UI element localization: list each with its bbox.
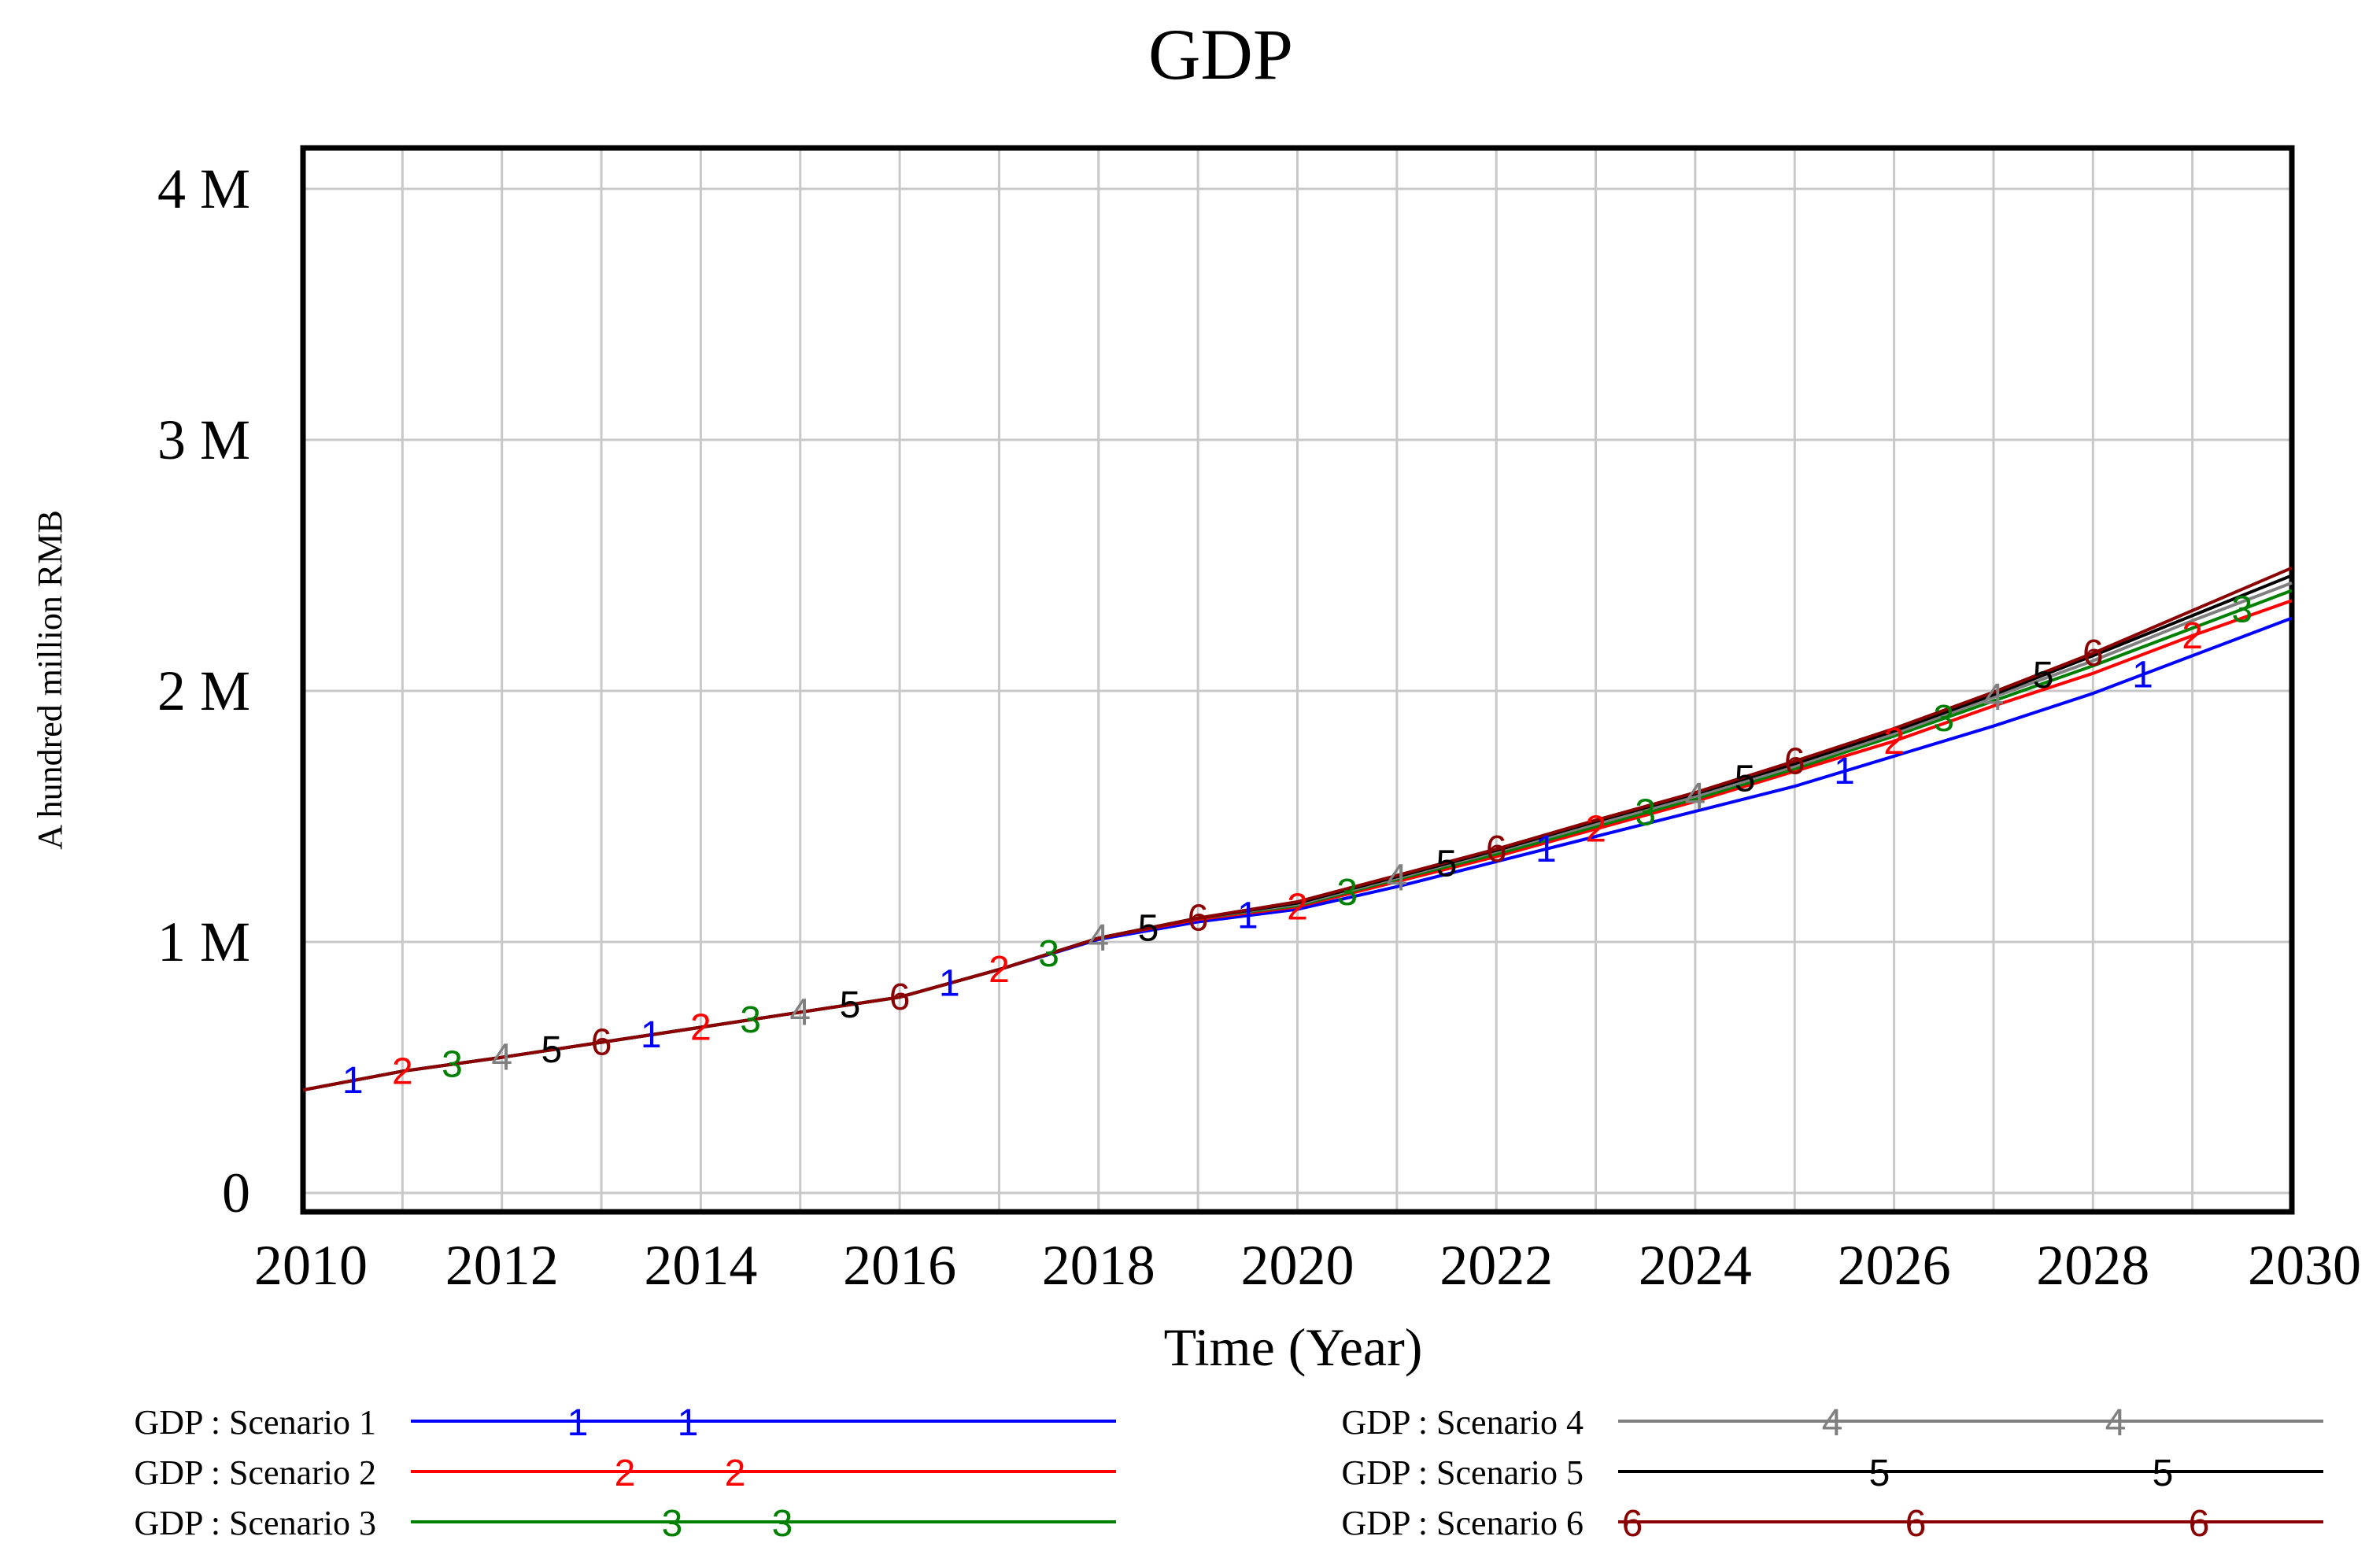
series-marker-5: 5 (2033, 655, 2054, 696)
legend-label-4: GDP : Scenario 4 (1341, 1403, 1584, 1442)
legend-marker-5: 5 (2153, 1453, 2174, 1494)
series-marker-6: 6 (1486, 829, 1507, 870)
legend-marker-6: 6 (1622, 1503, 1643, 1545)
series-marker-6: 6 (1188, 898, 1209, 940)
legend-marker-2: 2 (615, 1453, 636, 1494)
legend-label-3: GDP : Scenario 3 (134, 1504, 376, 1542)
legend-marker-6: 6 (2189, 1503, 2210, 1545)
series-marker-1: 1 (939, 963, 960, 1005)
legend-marker-3: 3 (662, 1503, 683, 1545)
series-marker-2: 2 (2182, 615, 2203, 657)
legend-label-5: GDP : Scenario 5 (1341, 1453, 1584, 1492)
series-marker-6: 6 (889, 977, 911, 1018)
series-marker-4: 4 (789, 991, 811, 1033)
legend-marker-1: 1 (567, 1402, 589, 1444)
series-marker-2: 2 (1883, 721, 1905, 763)
y-tick-label: 1 M (157, 910, 250, 973)
series-marker-3: 3 (442, 1044, 463, 1086)
y-tick-label: 0 (222, 1161, 250, 1224)
plot-frame (300, 145, 2295, 1215)
series-marker-1: 1 (1536, 829, 1557, 870)
series-marker-4: 4 (491, 1037, 512, 1079)
series-marker-5: 5 (1436, 843, 1458, 884)
series-marker-6: 6 (1784, 740, 1805, 782)
series-marker-5: 5 (1735, 759, 1756, 800)
series-marker-4: 4 (1386, 858, 1407, 899)
series-marker-2: 2 (989, 949, 1010, 991)
series-marker-2: 2 (1585, 808, 1606, 850)
legend-marker-1: 1 (678, 1402, 699, 1444)
series-marker-4: 4 (1088, 918, 1109, 959)
legend: GDP : Scenario 1 1 1 GDP : Scenario 2 2 2 GDP … (134, 1402, 2323, 1545)
y-tick-label: 3 M (157, 408, 250, 471)
legend-label-2: GDP : Scenario 2 (134, 1453, 376, 1492)
series-marker-3: 3 (1933, 698, 1954, 740)
series-marker-3: 3 (2231, 589, 2252, 630)
series-marker-5: 5 (840, 984, 861, 1026)
x-tick-label: 2020 (1241, 1234, 1354, 1297)
series-marker-4: 4 (1983, 677, 2005, 718)
series-marker-6: 6 (2082, 633, 2104, 674)
series-marker-1: 1 (342, 1060, 364, 1102)
legend-marker-4: 4 (2105, 1402, 2127, 1444)
x-tick-labels: 2010 2012 2014 2016 2018 2020 2022 2024 2026 2028… (254, 1234, 2361, 1297)
series-group (302, 566, 2293, 1092)
legend-marker-2: 2 (725, 1453, 746, 1494)
chart-title: GDP (1148, 14, 1293, 94)
series-line-6 (302, 566, 2293, 1092)
x-axis-label: Time (Year) (1164, 1317, 1423, 1377)
series-marker-4: 4 (1685, 776, 1706, 818)
series-marker-3: 3 (1635, 792, 1656, 834)
legend-label-1: GDP : Scenario 1 (134, 1403, 376, 1442)
x-tick-label: 2022 (1439, 1234, 1553, 1297)
series-marker-3: 3 (740, 999, 761, 1041)
y-axis-label: A hundred million RMB (31, 510, 69, 849)
legend-label-6: GDP : Scenario 6 (1341, 1504, 1584, 1542)
series-marker-2: 2 (690, 1006, 711, 1048)
series-marker-1: 1 (641, 1014, 662, 1056)
x-tick-label: 2016 (843, 1234, 956, 1297)
series-marker-1: 1 (2132, 654, 2153, 696)
x-tick-label: 2012 (445, 1234, 559, 1297)
legend-marker-3: 3 (772, 1503, 793, 1545)
series-marker-5: 5 (1138, 907, 1159, 949)
series-marker-5: 5 (541, 1029, 563, 1071)
x-tick-label: 2018 (1042, 1234, 1155, 1297)
legend-marker-6: 6 (1905, 1503, 1927, 1545)
series-marker-2: 2 (392, 1051, 413, 1092)
x-tick-label: 2014 (644, 1234, 757, 1297)
y-tick-label: 4 M (157, 157, 250, 220)
x-tick-label: 2024 (1639, 1234, 1752, 1297)
legend-marker-4: 4 (1822, 1402, 1843, 1444)
series-marker-2: 2 (1287, 886, 1308, 928)
series-marker-1: 1 (1237, 895, 1258, 937)
x-tick-label: 2030 (2248, 1234, 2361, 1297)
y-tick-labels: 0 1 M 2 M 3 M 4 M (157, 157, 250, 1224)
series-marker-3: 3 (1336, 872, 1358, 914)
series-marker-1: 1 (1834, 751, 1855, 792)
grid-lines (301, 148, 2293, 1212)
series-marker-6: 6 (591, 1022, 612, 1064)
x-tick-label: 2026 (1838, 1234, 1951, 1297)
series-marker-3: 3 (1038, 933, 1059, 975)
legend-marker-5: 5 (1869, 1453, 1890, 1494)
x-tick-label: 2028 (2036, 1234, 2149, 1297)
y-tick-label: 2 M (157, 659, 250, 722)
x-tick-label: 2010 (254, 1234, 368, 1297)
